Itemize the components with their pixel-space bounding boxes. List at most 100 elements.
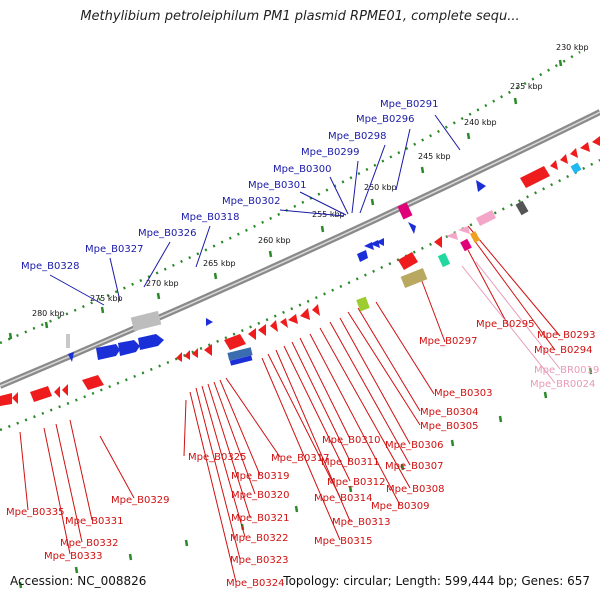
gene-feature — [0, 393, 12, 406]
label-leaders — [19, 114, 561, 583]
scale-tick — [156, 292, 161, 300]
gene-label[interactable]: Mpe_B0311 — [321, 457, 379, 468]
gene-label[interactable]: Mpe_B0315 — [314, 536, 372, 547]
gene-label[interactable]: Mpe_B0309 — [371, 501, 429, 512]
gene-label[interactable]: Mpe_B0323 — [230, 555, 288, 566]
gene-feature — [224, 334, 246, 350]
reverse-strand-features — [0, 136, 600, 406]
gene-label[interactable]: Mpe_B0326 — [138, 228, 196, 239]
scale-tick — [370, 198, 375, 206]
gene-label[interactable]: Mpe_B0333 — [44, 551, 102, 562]
gene-label[interactable]: Mpe_B0310 — [322, 435, 380, 446]
gene-label[interactable]: Mpe_B0299 — [301, 147, 359, 158]
gene-feature — [357, 250, 368, 262]
gene-label[interactable]: Mpe_B0294 — [534, 345, 592, 356]
leader-line — [195, 387, 241, 560]
leader-line — [299, 337, 351, 440]
leader-line — [207, 383, 251, 518]
gene-feature — [227, 347, 253, 361]
gene-label[interactable]: Mpe_B0312 — [327, 477, 385, 488]
gene-label[interactable]: Mpe_B0314 — [314, 493, 372, 504]
gene-label[interactable]: Mpe_B0327 — [85, 244, 143, 255]
gene-label[interactable]: Mpe_B0307 — [385, 461, 443, 472]
gene-label[interactable]: Mpe_B0301 — [248, 180, 306, 191]
gene-feature — [184, 350, 190, 360]
gene-label[interactable]: Mpe_B0332 — [60, 538, 118, 549]
gene-label[interactable]: Mpe_B0306 — [385, 440, 443, 451]
scale-label: 235 kbp — [510, 82, 543, 91]
scale-label: 265 kbp — [203, 259, 236, 268]
gene-feature — [550, 160, 558, 170]
gene-label[interactable]: Mpe_B0331 — [65, 516, 123, 527]
gene-feature — [62, 384, 68, 396]
gene-feature — [204, 344, 212, 356]
scale-tick — [513, 97, 518, 105]
gene-label[interactable]: Mpe_B0325 — [188, 452, 246, 463]
leader-line — [351, 160, 359, 214]
scale-tick — [400, 463, 405, 471]
gene-label[interactable]: Mpe_B0317 — [271, 453, 329, 464]
scale-label: 240 kbp — [464, 118, 497, 127]
gene-label[interactable]: Mpe_B0329 — [111, 495, 169, 506]
gene-label[interactable]: Mpe_B0324 — [226, 578, 284, 589]
gene-label[interactable]: Mpe_B0295 — [476, 319, 534, 330]
gene-label[interactable]: Mpe_B0313 — [332, 517, 390, 528]
gene-feature — [560, 154, 568, 164]
gene-label[interactable]: Mpe_B0319 — [231, 471, 289, 482]
gene-feature — [248, 328, 256, 340]
leader-line — [279, 209, 345, 217]
scale-tick — [44, 321, 49, 329]
gene-feature — [280, 318, 288, 328]
gene-feature — [300, 308, 310, 320]
gene-label[interactable]: Mpe_BR0024 — [530, 379, 595, 390]
gene-label[interactable]: Mpe_B0308 — [386, 484, 444, 495]
scale-tick — [18, 581, 23, 589]
gene-feature — [570, 148, 578, 158]
gene-label[interactable]: Mpe_B0298 — [328, 131, 386, 142]
gene-feature — [118, 340, 140, 356]
leader-line — [475, 261, 561, 370]
gene-label[interactable]: Mpe_B0318 — [181, 212, 239, 223]
gene-feature — [54, 386, 60, 398]
leader-line — [319, 327, 411, 489]
gene-label[interactable]: Mpe_B0300 — [273, 164, 331, 175]
scale-tick — [100, 306, 105, 314]
leader-line — [183, 399, 187, 457]
gene-label[interactable]: Mpe_B0335 — [6, 507, 64, 518]
gene-label[interactable]: Mpe_B0320 — [231, 490, 289, 501]
gene-feature — [192, 348, 198, 358]
leader-line — [329, 176, 349, 215]
gene-label[interactable]: Mpe_B0297 — [419, 336, 477, 347]
gene-label[interactable]: Mpe_B0304 — [420, 407, 478, 418]
gene-label[interactable]: Mpe_BR0019 — [534, 365, 599, 376]
gene-label[interactable]: Mpe_B0305 — [420, 421, 478, 432]
leader-line — [359, 144, 386, 214]
gene-feature — [229, 355, 253, 366]
gene-labels: Mpe_B0291 Mpe_B0296 Mpe_B0298 Mpe_B0299 Mpe_… — [6, 99, 599, 589]
gene-feature — [434, 236, 442, 248]
scale-label: 260 kbp — [258, 236, 291, 245]
gene-label[interactable]: Mpe_B0322 — [230, 533, 288, 544]
gene-feature — [458, 226, 470, 234]
gene-label[interactable]: Mpe_B0302 — [222, 196, 280, 207]
gene-label[interactable]: Mpe_B0296 — [356, 114, 414, 125]
leader-line — [419, 275, 446, 343]
leader-line — [299, 191, 347, 216]
gene-label[interactable]: Mpe_B0303 — [434, 388, 492, 399]
gene-feature — [398, 252, 418, 270]
scale-label: 245 kbp — [418, 152, 451, 161]
gene-label[interactable]: Mpe_B0291 — [380, 99, 438, 110]
gene-feature — [270, 320, 278, 332]
scale-tick — [420, 166, 425, 174]
leader-line — [467, 249, 509, 326]
scale-tick — [466, 132, 471, 140]
scale-tick — [213, 272, 218, 280]
leader-line — [219, 379, 261, 476]
gene-feature — [570, 162, 582, 174]
gene-label[interactable]: Mpe_B0321 — [231, 513, 289, 524]
leader-line — [225, 377, 281, 458]
gene-label[interactable]: Mpe_B0293 — [537, 330, 595, 341]
gene-label[interactable]: Mpe_B0328 — [21, 261, 79, 272]
leader-line — [43, 427, 71, 555]
